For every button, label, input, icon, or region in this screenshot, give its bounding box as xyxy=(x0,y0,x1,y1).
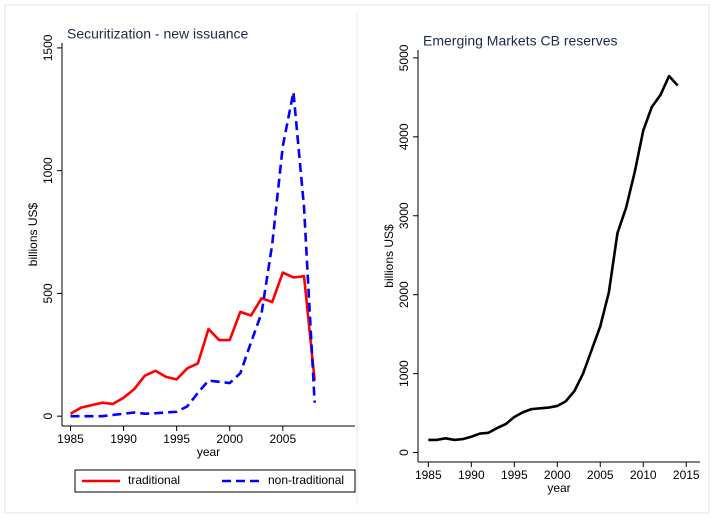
x-axis-label: year xyxy=(197,445,220,459)
legend-label: traditional xyxy=(128,473,180,487)
x-tick-label: 2010 xyxy=(630,468,657,482)
chart-title: Securitization - new issuance xyxy=(67,26,249,42)
x-tick-label: 2000 xyxy=(216,432,243,446)
x-tick-label: 1985 xyxy=(57,432,84,446)
x-tick-label: 2005 xyxy=(269,432,296,446)
y-tick-label: 1000 xyxy=(41,157,55,184)
y-axis-label: billions US$ xyxy=(26,202,40,266)
x-tick-label: 1990 xyxy=(458,468,485,482)
legend-box xyxy=(74,469,356,493)
y-tick-label: 2000 xyxy=(397,281,411,308)
data-line xyxy=(69,271,316,415)
x-tick-label: 1990 xyxy=(110,432,137,446)
y-tick-label: 0 xyxy=(397,449,411,456)
y-tick-label: 0 xyxy=(41,413,55,420)
chart-title: Emerging Markets CB reserves xyxy=(423,33,618,49)
y-tick-label: 1500 xyxy=(41,34,55,61)
y-tick-label: 5000 xyxy=(397,44,411,71)
data-line xyxy=(428,74,679,442)
y-tick-label: 1000 xyxy=(397,360,411,387)
x-tick-label: 2005 xyxy=(587,468,614,482)
data-line xyxy=(70,90,316,418)
y-tick-label: 500 xyxy=(41,283,55,303)
x-tick-label: 2000 xyxy=(544,468,571,482)
x-axis-label: year xyxy=(547,481,570,495)
y-tick-label: 4000 xyxy=(397,123,411,150)
x-tick-label: 2015 xyxy=(673,468,700,482)
x-tick-label: 1995 xyxy=(501,468,528,482)
x-tick-label: 1995 xyxy=(163,432,190,446)
legend-label: non-traditional xyxy=(268,473,344,487)
y-tick-label: 3000 xyxy=(397,202,411,229)
x-tick-label: 1985 xyxy=(415,468,442,482)
y-axis-label: billions US$ xyxy=(382,224,396,288)
